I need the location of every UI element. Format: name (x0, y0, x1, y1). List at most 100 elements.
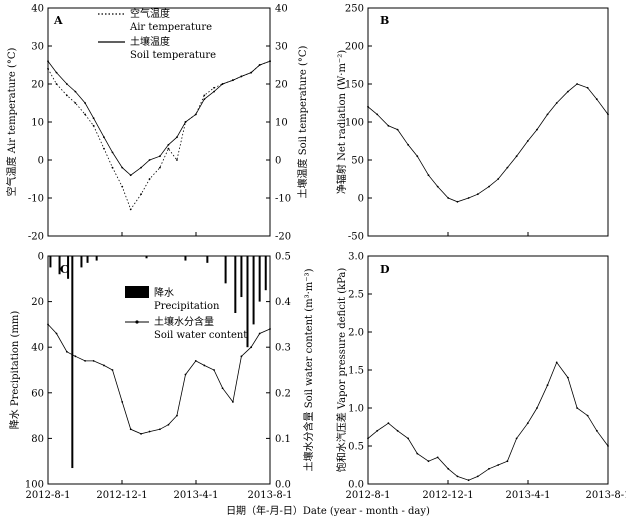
legend-label-soil-temperature: 土壤温度 (130, 35, 170, 48)
air-temperature-point (140, 193, 142, 196)
series-d-point (467, 479, 470, 482)
soil-temperature-point (231, 79, 234, 82)
soil-water-content-point (84, 359, 87, 362)
x-tick-label: 2012-8-1 (26, 490, 71, 501)
panel-label: C (60, 263, 69, 276)
soil-temperature-point (159, 155, 161, 158)
series-d-point (526, 422, 529, 425)
soil-water-content-point (103, 364, 105, 367)
soil-temperature-point (111, 151, 114, 154)
soil-temperature-point (148, 159, 151, 161)
series-d-point (436, 456, 439, 459)
precipitation-bar (258, 256, 261, 302)
soil-temperature-point (103, 136, 105, 139)
series-d-point (387, 422, 390, 425)
legend-label-soil-water-en: Soil water content (154, 330, 247, 341)
air-temperature-point (47, 67, 49, 70)
series-d-point (476, 475, 479, 478)
y-tick-label-left: 0 (358, 194, 364, 205)
series-b-point (515, 155, 518, 158)
air-temperature-point (74, 102, 77, 104)
air-temperature-point (129, 208, 132, 211)
y-axis-label-right: 土壤水分含量 Soil water content (m³·m⁻³) (302, 268, 315, 471)
y-tick-label-right: 0.3 (275, 343, 291, 354)
series-b-point (447, 197, 450, 199)
air-temperature-point (159, 166, 161, 169)
y-axis-label-right: 土壤温度 Soil temperature (°C) (296, 45, 309, 198)
precipitation-bar (252, 256, 255, 325)
soil-temperature-point (65, 83, 68, 85)
series-d-point (546, 384, 549, 387)
precipitation-bar (184, 256, 187, 261)
precipitation-bar (145, 256, 148, 259)
soil-water-content-point (148, 430, 151, 433)
soil-water-content-point (159, 428, 161, 431)
series-b-point (456, 200, 459, 203)
y-tick-label-right: 0.0 (275, 480, 291, 491)
series-d-point (506, 460, 509, 463)
y-tick-label-left: 150 (345, 80, 364, 91)
y-tick-label-left: -20 (28, 232, 44, 243)
soil-water-content-point (221, 387, 224, 390)
air-temperature-point (148, 178, 151, 180)
series-b-point (526, 140, 529, 142)
series-b-line (367, 83, 609, 203)
precipitation-bar (95, 256, 98, 261)
series-b-point (497, 178, 500, 180)
y-tick-label-left: 3.0 (348, 252, 364, 263)
series-b-point (427, 174, 430, 177)
air-temperature-point (103, 147, 105, 150)
series-d-point (407, 437, 410, 440)
y-tick-label-right: 0.1 (275, 434, 291, 445)
y-tick-label-right: 0.2 (275, 388, 291, 399)
y-axis-label-left: 饱和水汽压差 Vapor pressure deficit (kPa) (335, 268, 348, 473)
series-d-point (447, 467, 450, 470)
series-b-point (376, 113, 379, 116)
series-b-point (476, 193, 479, 196)
soil-temperature-point (250, 71, 253, 74)
series-b-point (595, 98, 598, 101)
y-tick-label-left: 0 (38, 156, 44, 167)
series-d-point (497, 464, 500, 466)
soil-water-content-point (65, 350, 68, 353)
soil-temperature-point (221, 83, 224, 85)
series-b-point (566, 90, 569, 93)
series-d-point (566, 376, 569, 379)
plot-frame (47, 255, 271, 485)
y-tick-label-left: 250 (345, 4, 364, 15)
x-tick-label: 2012-8-1 (346, 490, 391, 501)
series-d-point (427, 460, 430, 463)
y-axis-label-left: 净辐射 Net radiation (W·m⁻²) (335, 50, 348, 194)
series-b-point (555, 102, 558, 104)
series-d-point (456, 475, 459, 478)
series-b-point (607, 113, 609, 116)
soil-temperature-point (240, 75, 243, 78)
air-temperature-point (111, 166, 114, 169)
y-axis-label-left: 降水 Precipitation (mm) (8, 311, 21, 430)
legend-swatch-precipitation (125, 286, 149, 298)
soil-water-content-point (269, 328, 271, 330)
air-temperature-point (203, 94, 206, 97)
series-b-point (506, 166, 509, 169)
series-b-point (387, 124, 390, 127)
y-tick-label-left: 50 (351, 156, 364, 167)
soil-water-content-point (258, 332, 261, 335)
series-b-point (416, 155, 419, 158)
y-tick-label-right: 0.5 (275, 252, 291, 263)
soil-temperature-line (47, 60, 271, 176)
series-d-point (376, 429, 379, 432)
soil-temperature-point (203, 98, 206, 101)
soil-water-content-point (203, 364, 206, 367)
series-b-point (576, 83, 578, 85)
y-tick-label-left: 100 (25, 480, 44, 491)
soil-water-content-point (194, 359, 197, 362)
soil-water-content-point (111, 369, 114, 371)
x-tick-label: 2013-8-1 (586, 490, 626, 501)
soil-water-content-point (74, 355, 77, 358)
series-d-point (488, 467, 490, 470)
panel-label: A (53, 14, 63, 27)
y-tick-label-right: 0 (275, 156, 281, 167)
legend-label-air-temperature-en: Air temperature (129, 22, 212, 33)
y-tick-label-left: 60 (31, 388, 44, 399)
